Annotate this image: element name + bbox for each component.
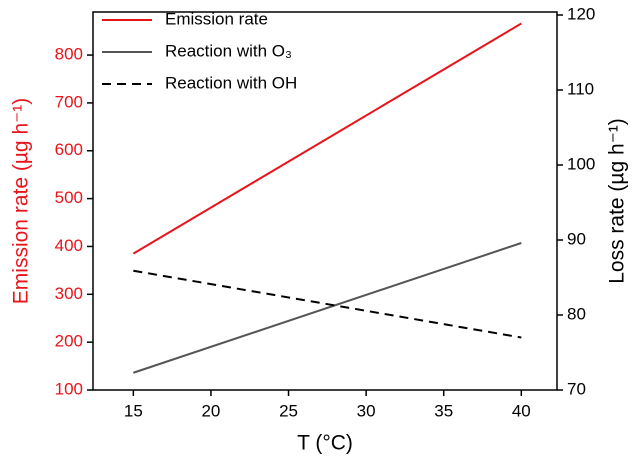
x-tick-label: 35 [434,401,453,420]
y-tick-label: 500 [55,188,83,207]
plot-frame [92,11,558,391]
y-tick-label: 100 [55,379,83,398]
y-tick-label: 400 [55,236,83,255]
y2-tick-label: 80 [567,304,586,323]
y-tick-label: 300 [55,284,83,303]
y-tick-label: 700 [55,92,83,111]
y2-tick-label: 90 [567,229,586,248]
y2-axis-title: Loss rate (µg h⁻¹) [606,118,629,284]
series-line [133,269,522,339]
y-tick-label: 800 [55,45,83,64]
y2-tick-label: 110 [567,79,594,98]
x-tick-label: 20 [201,401,220,420]
x-tick-label: 40 [512,401,531,420]
series-line [133,242,522,374]
y-tick-label: 600 [55,140,83,159]
legend-label: Reaction with O₃ [165,41,292,60]
y2-tick-label: 100 [567,154,595,173]
series-line [132,22,522,255]
legend-label: Emission rate [165,9,268,28]
legend-label: Reaction with OH [165,73,297,92]
x-tick-label: 25 [279,401,298,420]
y-tick-label: 200 [55,332,83,351]
y2-tick-label: 120 [567,4,595,23]
x-tick-label: 30 [357,401,376,420]
x-axis-title: T (°C) [297,432,353,455]
x-tick-label: 15 [124,401,143,420]
y-axis-title: Emission rate (µg h⁻¹) [10,98,33,304]
y2-tick-label: 70 [567,379,586,398]
